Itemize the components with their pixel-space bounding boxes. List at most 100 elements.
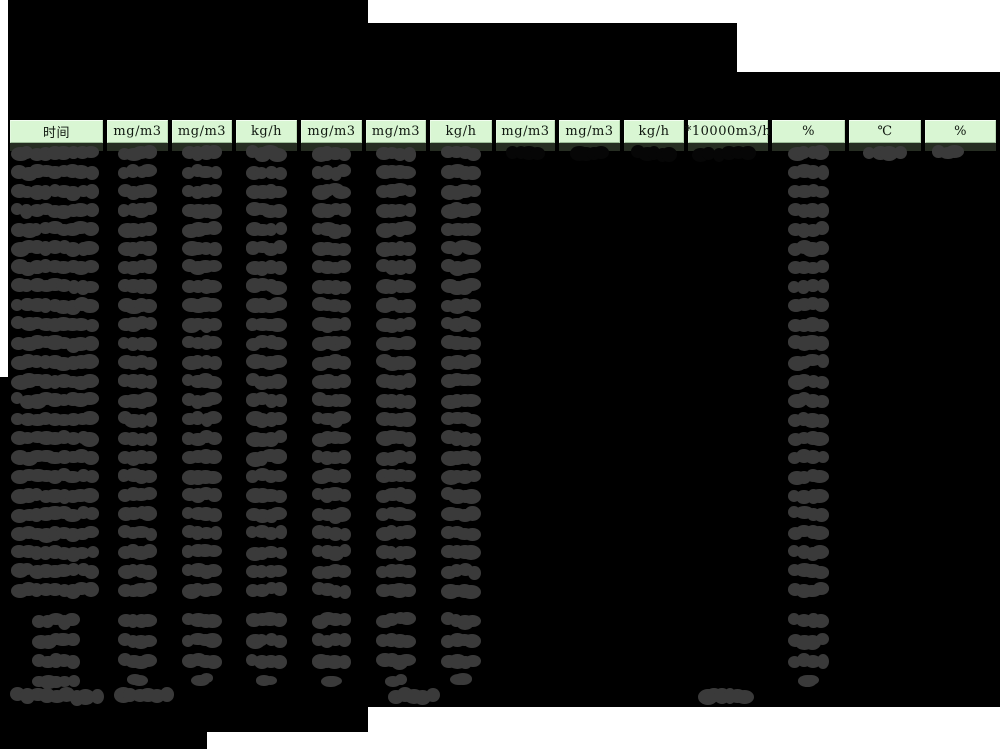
redacted-cell-value [311,430,352,447]
redacted-cell-value [376,564,416,579]
redacted-cell-value [117,525,158,542]
redacted-summary-value [797,674,820,687]
redacted-summary-value [255,674,278,687]
redacted-cell-value [117,374,158,389]
redacted-cell-value [787,297,830,313]
redacted-cell-value [117,145,158,161]
redacted-summary-value [182,653,222,669]
redacted-cell-value [245,221,288,237]
redacted-timestamp [11,278,99,296]
redacted-cell-value [245,145,288,163]
redacted-cell-value [787,184,830,199]
redacted-cell-value [311,373,352,390]
redacted-cell-value [441,525,481,542]
redacted-cell-value [117,450,158,466]
redacted-cell-value [182,221,222,238]
redacted-cell-value [311,221,352,239]
redacted-cell-value [245,240,288,256]
redacted-cell-value [376,506,416,521]
redacted-summary-value [126,674,149,687]
redacted-cell-value [311,259,352,275]
redacted-cell-value [787,240,830,258]
redacted-summary-value [182,612,222,628]
redacted-cell-value [787,431,830,446]
redacted-cell-value [787,260,830,275]
redacted-cell-value [245,354,288,370]
redacted-cell-value [117,544,158,560]
redacted-cell-value [117,563,158,581]
redacted-cell-value [787,373,830,390]
redacted-cell-value [311,392,352,408]
redacted-cell-value [117,411,158,428]
redacted-cell-value [441,222,481,237]
redacted-timestamp [11,164,99,182]
redacted-cell-value [182,259,222,276]
redacted-cell-value [182,373,222,390]
redacted-cell-value [182,164,222,180]
redacted-cell-value [441,544,481,561]
redacted-timestamp [11,373,99,391]
redacted-timestamp [11,316,99,333]
redacted-summary-value [117,653,158,670]
redacted-cell-value [245,373,288,391]
redacted-cell-value [787,563,830,579]
redacted-cell-value [441,373,481,389]
redacted-cell-value [787,411,830,428]
header-cell-unit-0: 时间 [10,120,103,143]
redacted-cell-value [117,468,158,484]
redacted-cell-value [441,335,481,351]
redacted-cell-value [787,145,830,162]
redacted-cell-value [787,164,830,181]
header-cell-unit-1: mg/m3 [107,120,168,143]
redacted-cell-value [182,582,222,599]
redacted-cell-value [441,240,481,256]
redacted-cell-value [441,278,481,296]
redacted-summary-value [182,632,222,648]
redacted-cell-value [441,583,481,600]
redacted-timestamp [11,526,99,543]
redacted-cell-value [245,545,288,562]
redacted-cell-value [182,335,222,350]
redacted-cell-value [376,469,416,484]
redacted-cell-value [117,279,158,294]
redacted-cell-value [376,487,416,504]
header-cell-unit-10: *10000m3/h [685,120,771,143]
redacted-cell-value [376,430,416,448]
redacted-cell-value [245,488,288,504]
redacted-cell-value [11,145,99,162]
redacted-footer-block [8,707,368,732]
redacted-summary-label [32,674,80,689]
redacted-summary-value [191,673,213,687]
redacted-timestamp [11,335,99,353]
redacted-cell-value [787,506,830,523]
redacted-cell-value [376,582,416,598]
redacted-cell-value [376,259,416,276]
redacted-cell-value [245,278,288,295]
redacted-cell-value [441,450,481,467]
redacted-cell-value [182,563,222,579]
redacted-cell-value [376,336,416,351]
header-cell-unit-9: kg/h [624,120,684,143]
redacted-cell-value [787,469,830,486]
redacted-cell-value [376,146,416,162]
redacted-summary-value [117,632,158,650]
header-cell-unit-13: % [925,120,996,143]
redacted-cell-value [311,582,352,600]
redacted-cell-value [692,145,756,162]
redacted-cell-value [441,469,481,485]
redacted-cell-value [376,354,416,371]
redacted-cell-value [311,506,352,524]
redacted-summary-value [450,673,472,685]
redacted-timestamp [11,430,99,447]
redacted-cell-value [182,544,222,558]
redacted-summary-value [311,632,352,648]
redacted-timestamp [11,184,99,201]
redacted-cell-value [376,525,416,541]
redacted-cell-value [441,316,481,333]
redacted-timestamp [11,221,99,239]
redacted-footnote [10,687,104,706]
redacted-cell-value [787,221,830,238]
redacted-cell-value [245,183,288,199]
redacted-cell-value [787,488,830,504]
